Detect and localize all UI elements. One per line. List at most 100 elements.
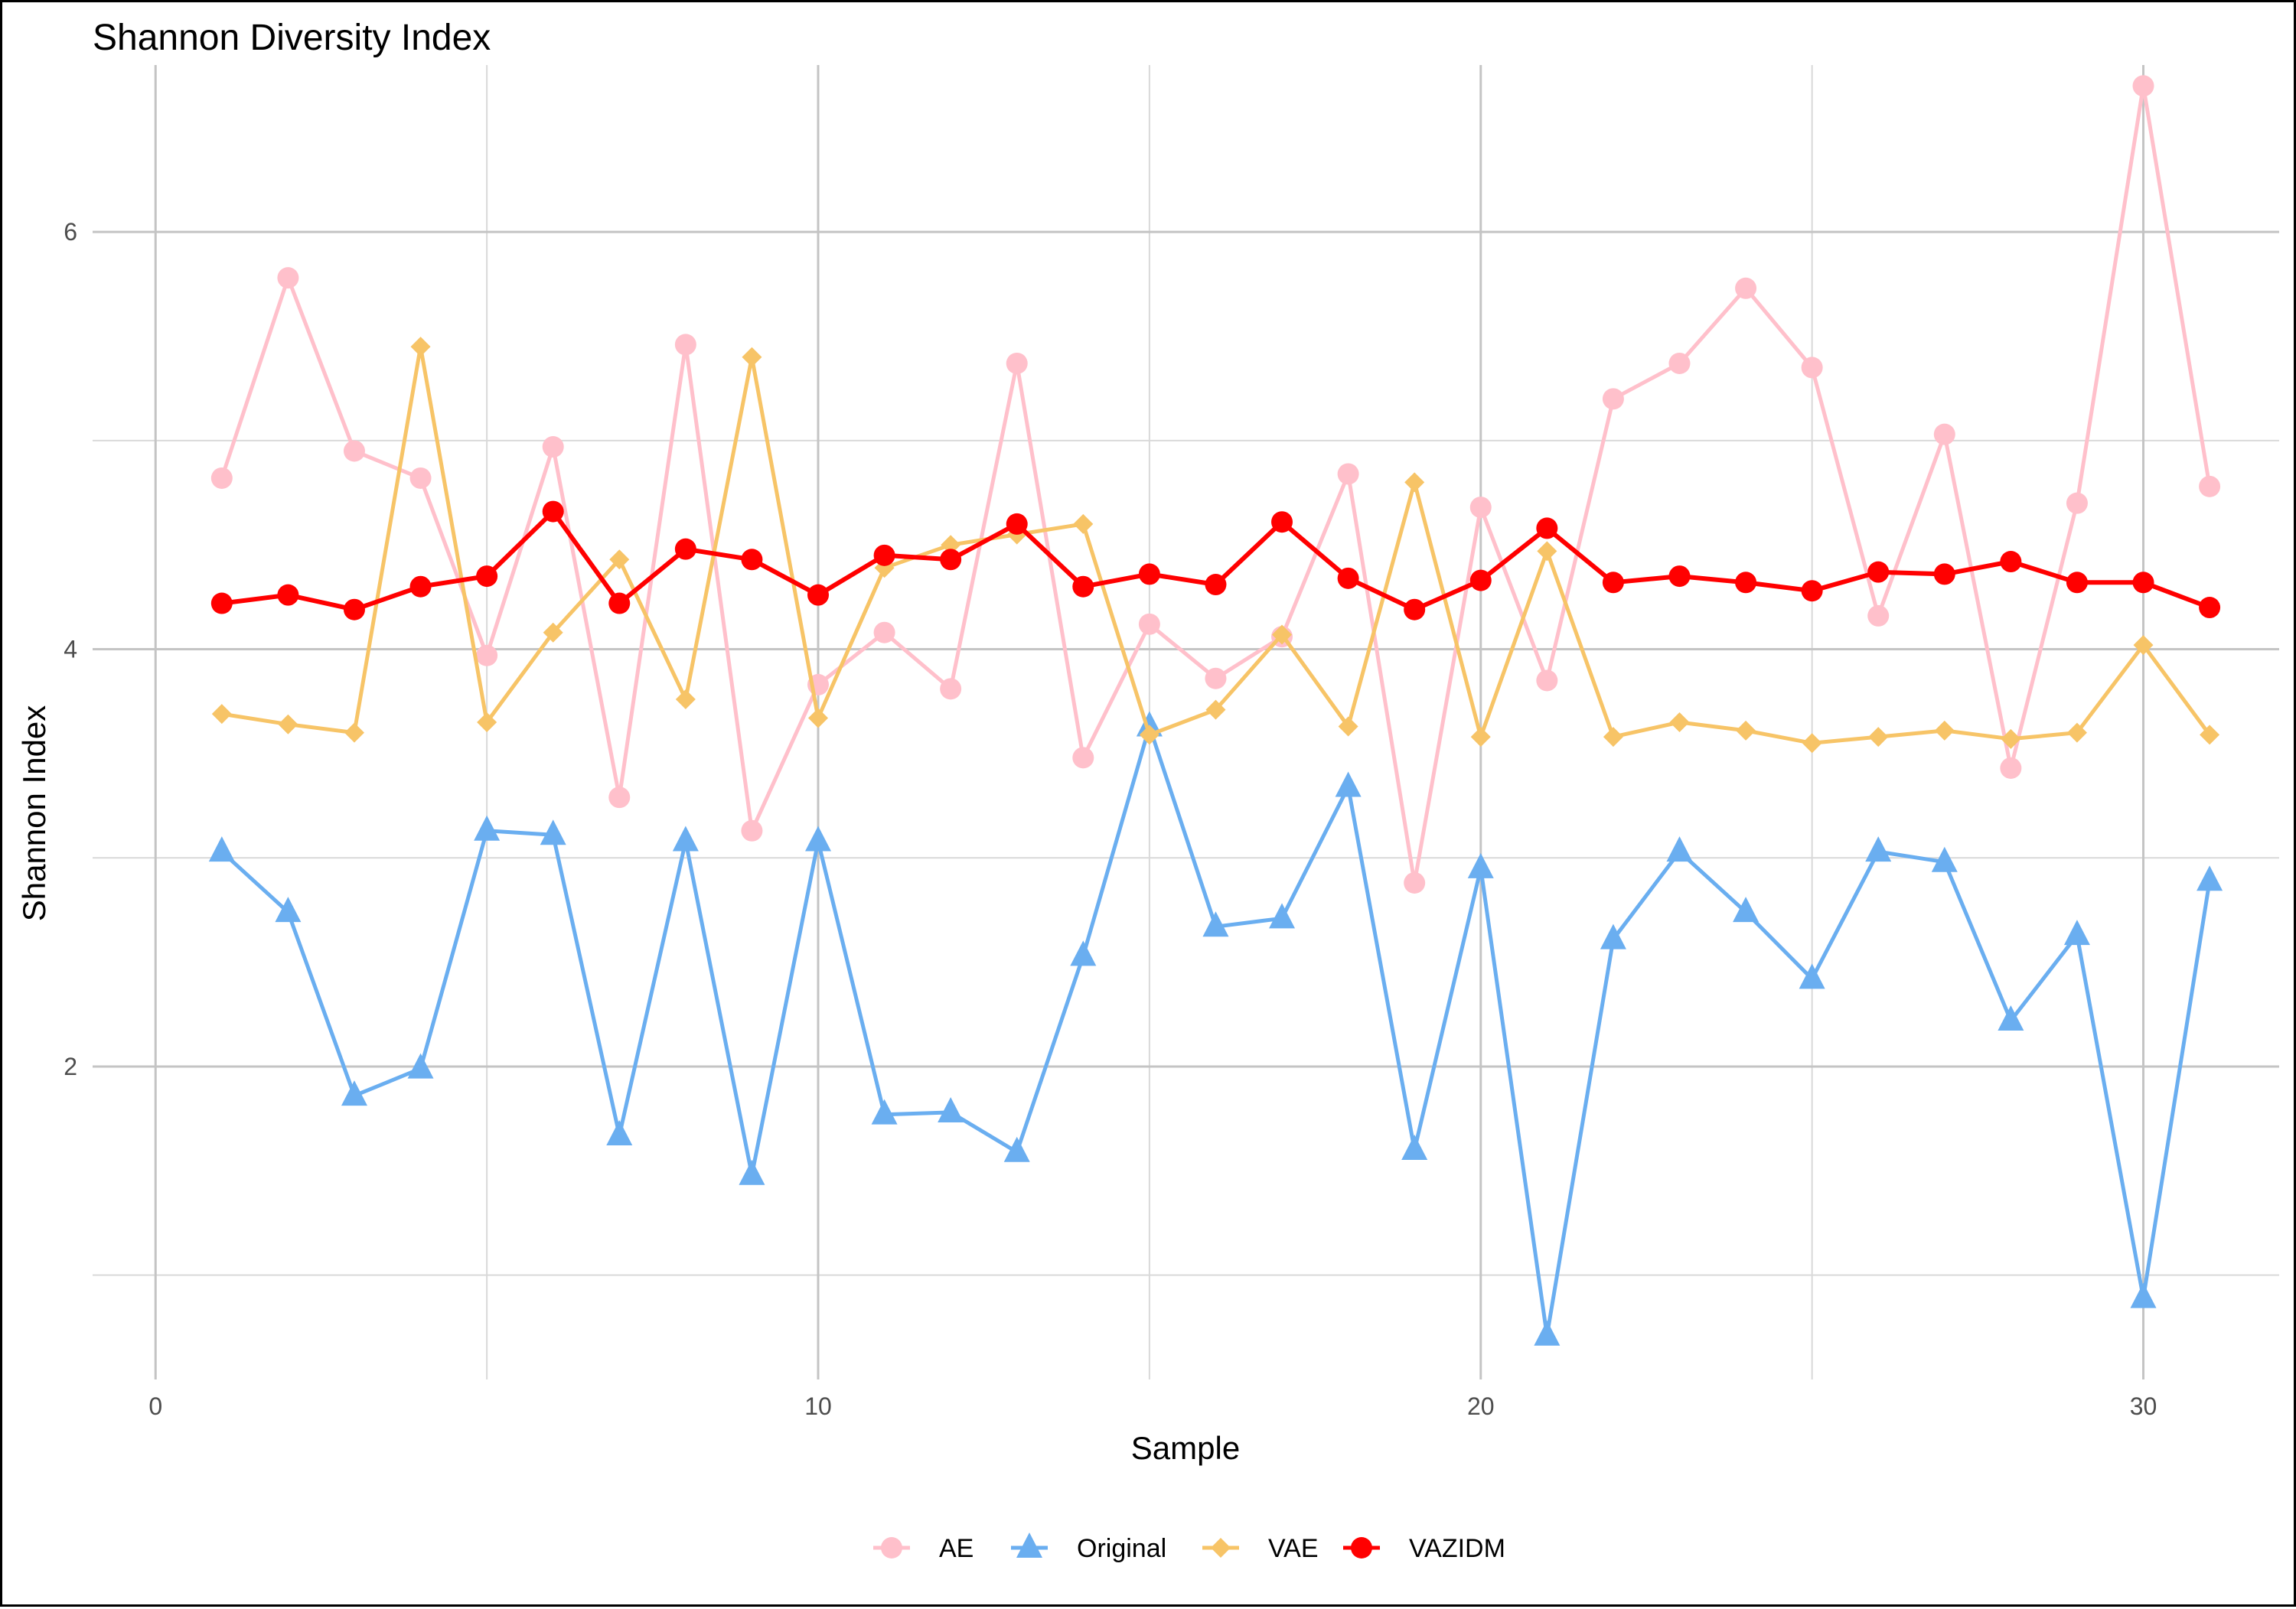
data-point-ae: [1072, 747, 1094, 769]
data-point-vazidm: [674, 538, 696, 560]
legend-label: VAZIDM: [1409, 1534, 1505, 1563]
data-point-ae: [1933, 423, 1955, 445]
data-point-vae: [1868, 727, 1889, 748]
data-point-vae: [211, 704, 232, 725]
y-axis-label: Shannon Index: [16, 705, 52, 922]
data-point-vazidm: [2066, 572, 2088, 594]
data-point-original: [805, 826, 832, 852]
data-point-vae: [477, 712, 497, 732]
data-point-ae: [741, 819, 763, 842]
data-point-vae: [1537, 541, 1557, 562]
data-point-vazidm: [277, 584, 299, 606]
x-tick-label: 10: [804, 1392, 832, 1420]
data-point-ae: [2000, 757, 2022, 779]
data-point-original: [341, 1080, 367, 1106]
data-point-vae: [410, 337, 431, 357]
data-point-original: [1136, 711, 1163, 737]
data-point-original: [2063, 920, 2090, 946]
chart-title: Shannon Diversity Index: [93, 18, 491, 58]
data-point-ae: [1469, 497, 1492, 519]
data-point-original: [275, 897, 302, 923]
series-ae: [210, 75, 2221, 894]
data-point-vazidm: [2199, 597, 2221, 619]
x-tick-labels: 0 10 20 30: [148, 1392, 2157, 1420]
data-point-ae: [873, 621, 895, 643]
data-point-original: [1666, 836, 1693, 862]
legend-item-vazidm: VAZIDM: [1343, 1534, 1505, 1563]
data-point-original: [1931, 846, 1958, 872]
legend-label: AE: [939, 1534, 974, 1563]
x-tick-label: 30: [2130, 1392, 2157, 1420]
data-point-vae: [808, 708, 829, 728]
data-point-vazidm: [1271, 511, 1293, 533]
data-point-ae: [1867, 604, 1890, 627]
legend-key-vazidm: [1351, 1537, 1372, 1559]
data-point-vae: [742, 347, 762, 367]
series-original: [208, 711, 2223, 1346]
legend: AE Original VAE VAZIDM: [873, 1532, 1505, 1563]
data-point-ae: [409, 467, 432, 489]
data-point-vae: [1669, 712, 1690, 732]
data-point-vazidm: [1933, 563, 1955, 585]
data-point-ae: [1138, 613, 1160, 635]
data-point-ae: [210, 467, 233, 489]
y-tick-label: 6: [64, 218, 77, 246]
legend-key-vae: [1211, 1538, 1231, 1558]
legend-label: VAE: [1268, 1534, 1319, 1563]
series-line-original: [220, 725, 2212, 1338]
data-point-original: [739, 1159, 765, 1185]
data-point-original: [540, 819, 566, 845]
data-point-vae: [1205, 699, 1226, 720]
data-point-original: [1070, 940, 1097, 966]
data-point-original: [1998, 1005, 2024, 1031]
data-point-vazidm: [210, 592, 233, 614]
data-point-ae: [1801, 357, 1823, 379]
legend-item-ae: AE: [873, 1534, 974, 1563]
data-point-original: [208, 836, 235, 862]
data-point-original: [2130, 1282, 2157, 1308]
data-point-vazidm: [2132, 572, 2154, 594]
data-point-vae: [2133, 635, 2154, 656]
data-point-vazidm: [542, 500, 564, 523]
data-point-vae: [609, 549, 630, 570]
series-group: [208, 75, 2223, 1346]
data-point-vazidm: [807, 584, 830, 606]
data-point-ae: [2066, 492, 2088, 514]
data-point-vazidm: [1404, 598, 1426, 620]
data-point-ae: [542, 436, 564, 458]
data-point-ae: [674, 334, 696, 356]
y-tick-label: 2: [64, 1053, 77, 1080]
data-point-ae: [1536, 669, 1558, 692]
data-point-ae: [608, 787, 631, 809]
data-point-vazidm: [1602, 572, 1624, 594]
legend-label: Original: [1077, 1534, 1166, 1563]
data-point-vae: [1338, 716, 1358, 737]
data-point-original: [606, 1119, 633, 1145]
legend-key-ae: [881, 1537, 902, 1559]
data-point-original: [1335, 771, 1362, 797]
data-point-ae: [1735, 277, 1757, 299]
data-point-vazidm: [1801, 580, 1823, 602]
data-point-vazidm: [1536, 517, 1558, 539]
data-point-original: [1733, 897, 1760, 923]
data-point-original: [1003, 1136, 1030, 1162]
data-point-vae: [1073, 513, 1094, 534]
data-point-original: [1799, 963, 1825, 989]
legend-item-vae: VAE: [1202, 1534, 1319, 1563]
data-point-ae: [343, 440, 365, 462]
data-point-original: [1401, 1135, 1428, 1161]
data-point-ae: [1006, 352, 1028, 374]
data-point-vae: [2066, 722, 2087, 743]
data-point-ae: [1602, 388, 1624, 410]
series-line-ae: [220, 83, 2212, 885]
data-point-vae: [2001, 728, 2021, 749]
data-point-ae: [1205, 667, 1227, 689]
data-point-vae: [344, 722, 364, 743]
data-point-vazidm: [1138, 563, 1160, 585]
data-point-vae: [1470, 727, 1491, 748]
grid: [93, 65, 2279, 1379]
data-point-ae: [2199, 475, 2221, 497]
x-tick-label: 20: [1467, 1392, 1495, 1420]
data-point-vae: [278, 714, 298, 734]
